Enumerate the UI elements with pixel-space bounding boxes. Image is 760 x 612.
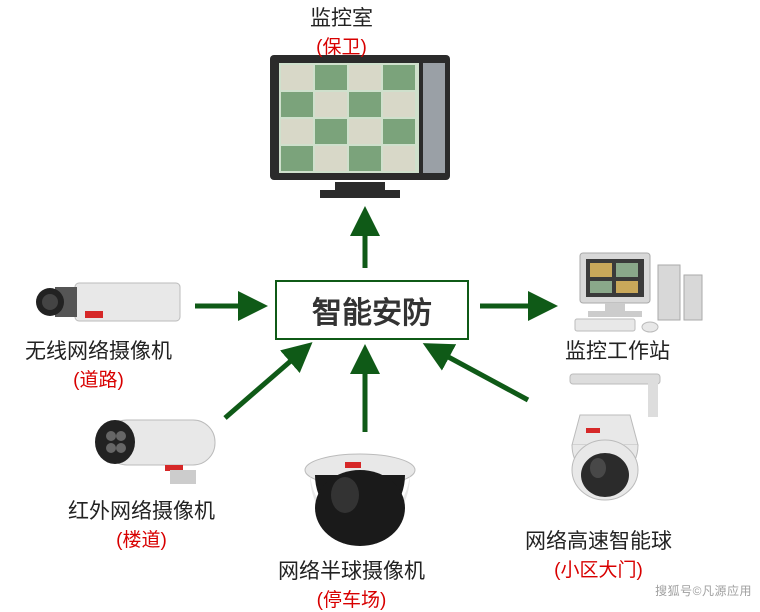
workstation-label-main: 监控工作站	[565, 335, 670, 365]
ir-cam-label-sub: (楼道)	[68, 525, 215, 552]
speed-dome-label-main: 网络高速智能球	[525, 525, 672, 555]
workstation-icon	[560, 245, 710, 340]
speed-dome-label: 网络高速智能球(小区大门)	[525, 525, 672, 582]
center-title-text: 智能安防	[312, 288, 432, 332]
speed-dome-label-sub: (小区大门)	[525, 555, 672, 582]
monitor-room-label-main: 监控室	[310, 2, 373, 32]
ir-cam-icon	[75, 400, 225, 495]
dome-cam-label: 网络半球摄像机(停车场)	[278, 555, 425, 612]
wireless-cam-label-main: 无线网络摄像机	[25, 335, 172, 365]
wireless-cam-label-sub: (道路)	[25, 365, 172, 392]
monitor-room-icon	[265, 50, 455, 205]
ir-cam-label-main: 红外网络摄像机	[68, 495, 215, 525]
dome-cam-label-sub: (停车场)	[278, 585, 425, 612]
workstation-label: 监控工作站	[565, 335, 670, 365]
ir-cam-label: 红外网络摄像机(楼道)	[68, 495, 215, 552]
wireless-cam-label: 无线网络摄像机(道路)	[25, 335, 172, 392]
monitor-room-label: 监控室(保卫)	[310, 2, 373, 59]
monitor-room-label-sub: (保卫)	[310, 32, 373, 59]
wireless-cam-icon	[30, 265, 190, 340]
diagram-canvas: 智能安防 监控室(保卫) 无线网络摄像机(道路) 红外网络摄像机(楼道)	[0, 0, 760, 605]
arrow-ir-cam	[225, 346, 308, 418]
watermark-text: 搜狐号©凡源应用	[655, 582, 752, 599]
dome-cam-label-main: 网络半球摄像机	[278, 555, 425, 585]
center-title-box: 智能安防	[275, 280, 469, 340]
arrow-speed-dome	[428, 346, 528, 400]
dome-cam-icon	[290, 440, 430, 555]
speed-dome-icon	[530, 370, 680, 525]
